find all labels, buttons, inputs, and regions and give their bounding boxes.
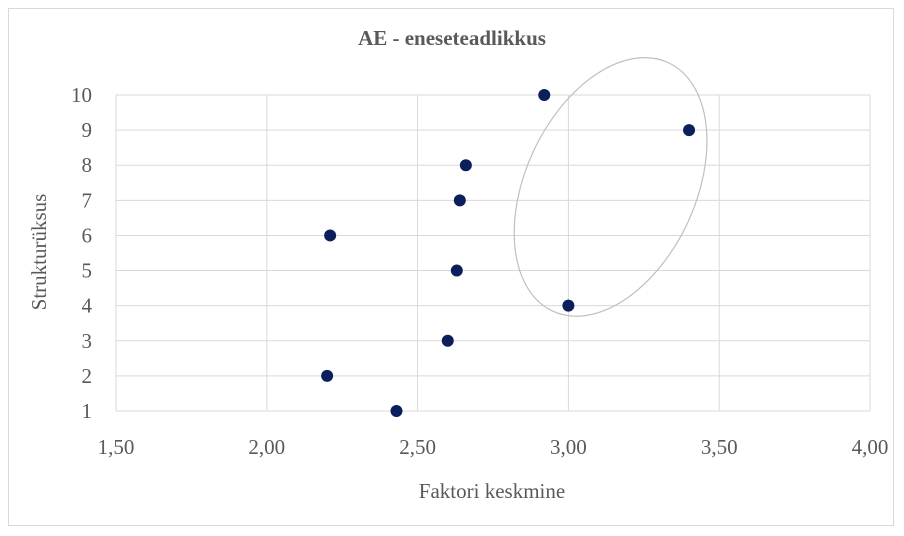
annotation-layer xyxy=(513,57,708,317)
y-tick-label: 7 xyxy=(82,188,93,212)
data-point xyxy=(459,159,472,172)
y-tick-label: 6 xyxy=(82,223,93,247)
y-tick-label: 2 xyxy=(82,364,93,388)
x-axis-label: Faktori keskmine xyxy=(419,479,565,503)
x-tick-label: 2,50 xyxy=(399,435,436,459)
highlight-ellipse xyxy=(513,57,708,317)
y-tick-label: 9 xyxy=(82,118,93,142)
x-tick-label: 3,00 xyxy=(550,435,587,459)
data-point xyxy=(450,264,463,277)
data-point xyxy=(390,405,403,417)
data-points xyxy=(321,89,696,417)
y-tick-label: 1 xyxy=(82,399,93,423)
x-tick-label: 4,00 xyxy=(852,435,889,459)
x-tick-labels: 1,50 2,00 2,50 3,00 3,50 4,00 xyxy=(98,435,889,459)
x-tick-label: 3,50 xyxy=(701,435,738,459)
y-tick-label: 4 xyxy=(82,294,93,318)
y-tick-label: 5 xyxy=(82,259,93,283)
chart-area xyxy=(8,8,894,526)
y-axis-label: Strukturüksus xyxy=(27,194,51,311)
x-tick-label: 2,00 xyxy=(248,435,285,459)
data-point xyxy=(562,299,575,312)
y-tick-labels: 1 2 3 4 5 6 7 8 9 10 xyxy=(71,83,93,423)
data-point xyxy=(321,369,334,382)
y-tick-label: 3 xyxy=(82,329,93,353)
data-point xyxy=(683,124,696,137)
y-tick-label: 10 xyxy=(71,83,92,107)
chart-title: AE - eneseteadlikkus xyxy=(358,26,546,50)
gridlines xyxy=(115,94,871,412)
y-tick-label: 8 xyxy=(82,153,93,177)
x-tick-label: 1,50 xyxy=(98,435,135,459)
data-point xyxy=(453,194,466,207)
data-point xyxy=(538,89,551,101)
data-point xyxy=(324,229,337,242)
data-point xyxy=(441,334,454,347)
